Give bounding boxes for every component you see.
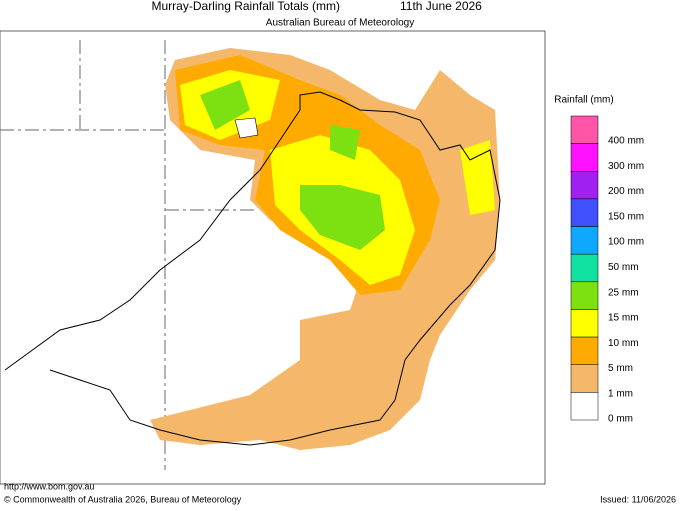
rain-10mm xyxy=(180,70,495,285)
legend-label: 50 mm xyxy=(608,262,639,273)
legend-swatch xyxy=(570,171,599,200)
title: Murray-Darling Rainfall Totals (mm) xyxy=(152,0,340,13)
legend-swatch xyxy=(570,336,599,365)
legend-label: 200 mm xyxy=(608,186,644,197)
map-frame xyxy=(0,30,546,485)
lake xyxy=(234,117,259,139)
legend-swatch xyxy=(570,281,599,310)
legend-label: 25 mm xyxy=(608,287,639,298)
legend-label: 150 mm xyxy=(608,211,644,222)
legend: Rainfall (mm) 400 mm 300 mm 200 mm 150 mm 10… xyxy=(554,95,644,425)
legend-swatch xyxy=(570,226,599,255)
subtitle: Australian Bureau of Meteorology xyxy=(266,18,414,29)
legend-swatch xyxy=(570,115,599,144)
rain-25mm xyxy=(200,80,385,250)
legend-label: 0 mm xyxy=(608,414,633,425)
legend-label: 15 mm xyxy=(608,313,639,324)
state-borders xyxy=(0,40,255,470)
date: 11th June 2026 xyxy=(400,0,482,13)
legend-swatch xyxy=(570,392,599,421)
legend-label: 5 mm xyxy=(608,363,633,374)
legend-swatch xyxy=(570,198,599,227)
legend-label: 100 mm xyxy=(608,237,644,248)
legend-label: 300 mm xyxy=(608,161,644,172)
copyright: © Commonwealth of Australia 2026, Bureau… xyxy=(4,494,242,504)
issued: Issued: 11/06/2026 xyxy=(600,494,676,504)
legend-swatch xyxy=(570,309,599,338)
legend-swatch xyxy=(570,143,599,172)
legend-label: 400 mm xyxy=(608,136,644,147)
legend-label: 10 mm xyxy=(608,338,639,349)
legend-title: Rainfall (mm) xyxy=(554,95,613,106)
url: http://www.bom.gov.au xyxy=(4,481,94,491)
legend-label: 1 mm xyxy=(608,388,633,399)
map xyxy=(0,30,546,485)
legend-swatch xyxy=(570,253,599,283)
coastline-and-basin xyxy=(4,91,501,446)
legend-swatch xyxy=(570,364,599,393)
